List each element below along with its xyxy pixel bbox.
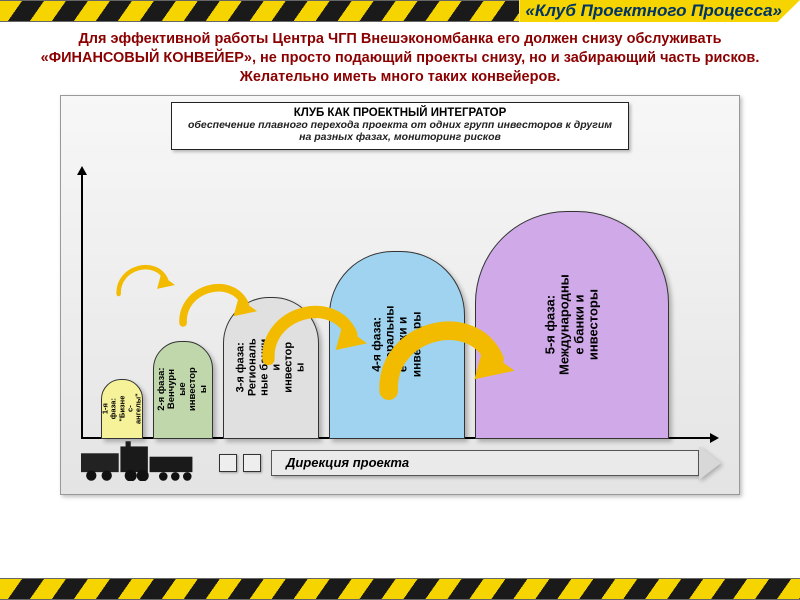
phase-1: 1-я фаза: "Бизне с- ангелы" — [101, 379, 143, 439]
transition-arrow-1 — [111, 253, 175, 303]
header-bar: «Клуб Проектного Процесса» — [0, 0, 800, 22]
train-icon — [81, 441, 201, 481]
y-axis — [81, 174, 83, 439]
page-title: «Клуб Проектного Процесса» — [519, 0, 800, 22]
arrow-head-icon — [699, 446, 721, 480]
phase-label: 3-я фаза: Региональ ные банки и инвестор… — [235, 321, 308, 415]
wagon-box — [243, 454, 261, 472]
phase-label: 4-я фаза: Федеральны е банки и инвесторы — [371, 278, 424, 412]
direction-label: Дирекция проекта — [271, 450, 699, 476]
phase-label: 1-я фаза: "Бизне с- ангелы" — [101, 389, 142, 429]
phase-3: 3-я фаза: Региональ ные банки и инвестор… — [223, 297, 319, 439]
integrator-box: КЛУБ КАК ПРОЕКТНЫЙ ИНТЕГРАТОР обеспечени… — [171, 102, 629, 150]
phase-5: 5-я фаза: Международны е банки и инвесто… — [475, 211, 669, 439]
bottom-bar: Дирекция проекта — [81, 446, 721, 480]
phase-label: 2-я фаза: Венчурн ые инвестор ы — [157, 361, 209, 419]
phase-2: 2-я фаза: Венчурн ые инвестор ы — [153, 341, 213, 439]
integrator-title: КЛУБ КАК ПРОЕКТНЫЙ ИНТЕГРАТОР — [182, 107, 618, 119]
chart-axes: 1-я фаза: "Бизне с- ангелы" 2-я фаза: Вен… — [81, 159, 721, 439]
phase-4: 4-я фаза: Федеральны е банки и инвесторы — [329, 251, 465, 439]
intro-text: Для эффективной работы Центра ЧГП Внешэк… — [0, 22, 800, 91]
wagon-box — [219, 454, 237, 472]
hazard-stripe-bottom — [0, 578, 800, 600]
direction-arrow: Дирекция проекта — [271, 446, 721, 480]
hazard-stripe-left — [0, 0, 519, 22]
phase-label: 5-я фаза: Международны е банки и инвесто… — [543, 229, 600, 421]
wagon-squares — [219, 454, 261, 472]
diagram-panel: КЛУБ КАК ПРОЕКТНЫЙ ИНТЕГРАТОР обеспечени… — [60, 95, 740, 495]
integrator-subtitle: обеспечение плавного перехода проекта от… — [182, 119, 618, 143]
